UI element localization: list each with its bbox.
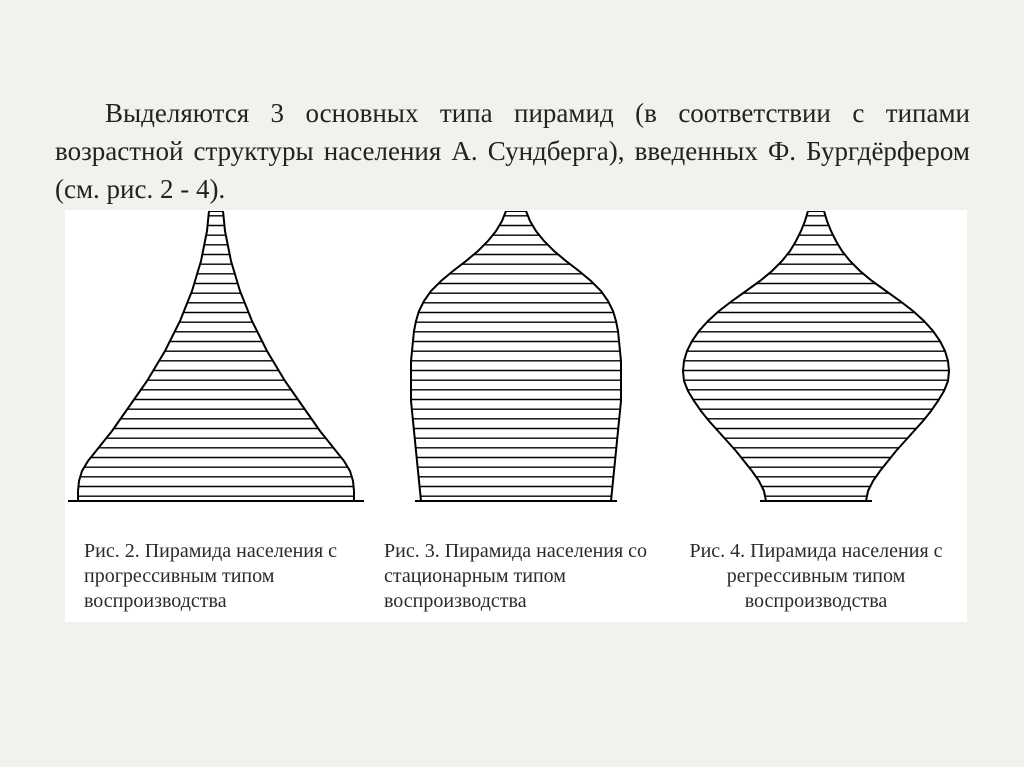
figure-panel: Рис. 2. Пирамида населения с прогрессивн…: [65, 210, 967, 622]
page-root: Выделяются 3 основных типа пирамид (в со…: [0, 0, 1024, 767]
caption-progressive: Рис. 2. Пирамида населения с прогрессивн…: [66, 537, 366, 614]
caption-stationary: Рис. 3. Пирамида населения со стационарн…: [366, 537, 666, 614]
figure-stationary: [366, 211, 666, 531]
caption-regressive: Рис. 4. Пирамида населения с регрессивны…: [666, 537, 966, 614]
figure-progressive: [66, 211, 366, 531]
pyramid-progressive-icon: [66, 211, 366, 531]
figure-regressive: [666, 211, 966, 531]
captions-row: Рис. 2. Пирамида населения с прогрессивн…: [66, 531, 966, 614]
pyramid-stationary-icon: [366, 211, 666, 531]
intro-paragraph: Выделяются 3 основных типа пирамид (в со…: [55, 95, 970, 208]
pyramid-regressive-icon: [666, 211, 966, 531]
figures-row: [66, 211, 966, 531]
